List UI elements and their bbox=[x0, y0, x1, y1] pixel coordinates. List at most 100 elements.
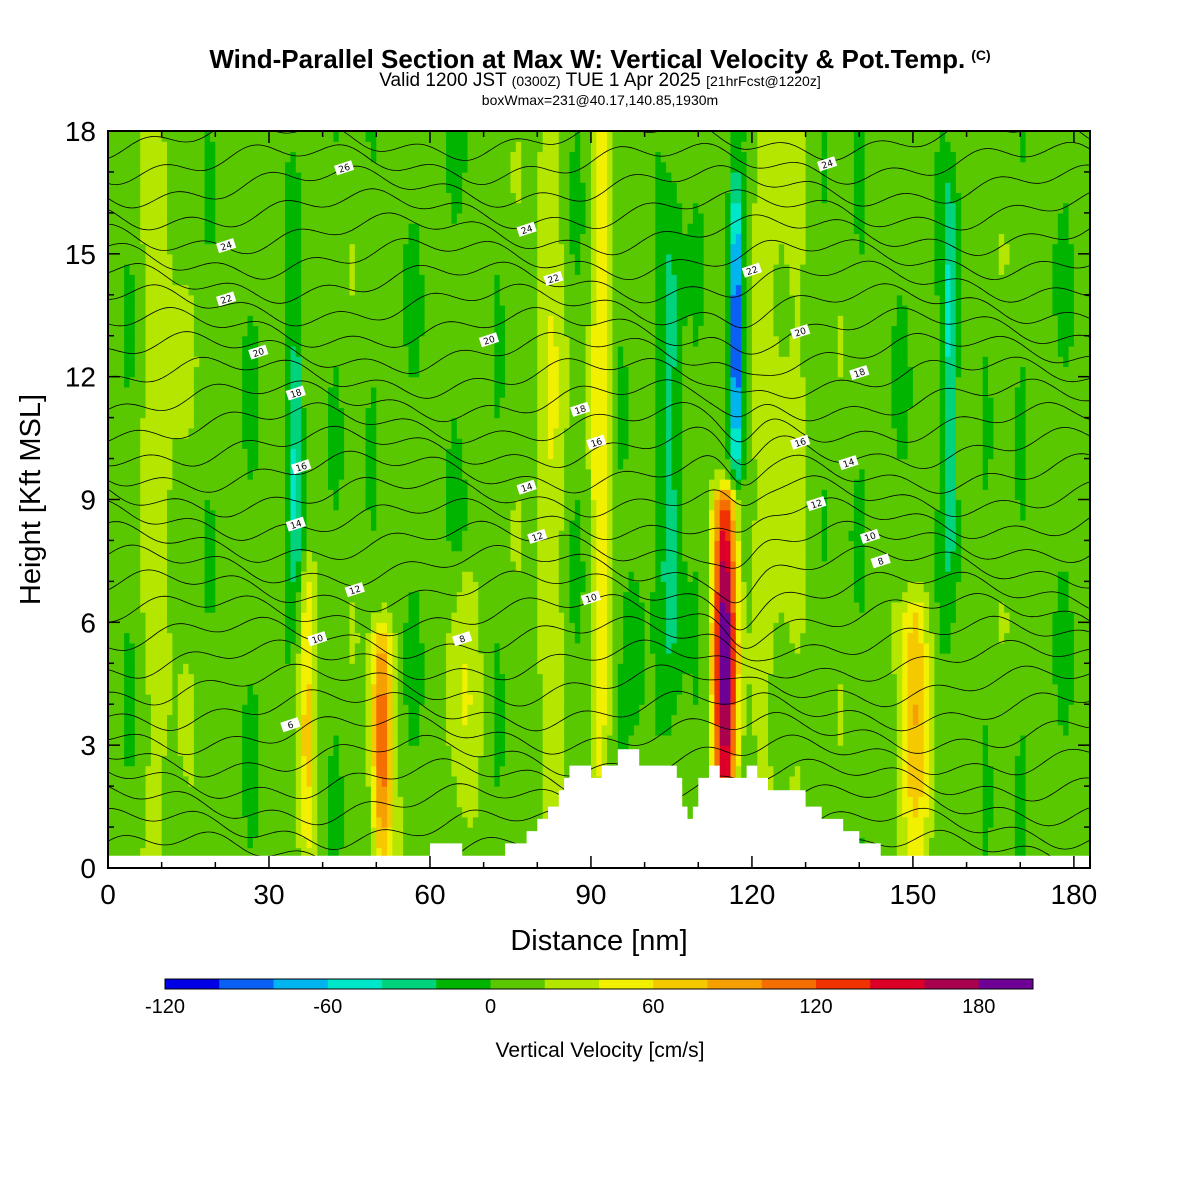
w-cell bbox=[290, 243, 297, 255]
w-cell bbox=[462, 223, 469, 234]
w-cell bbox=[199, 550, 206, 562]
w-cell bbox=[204, 489, 211, 501]
w-cell bbox=[429, 212, 436, 224]
w-cell bbox=[268, 663, 275, 675]
w-cell bbox=[328, 325, 334, 337]
w-cell bbox=[354, 315, 361, 327]
w-cell bbox=[446, 151, 453, 163]
w-cell bbox=[183, 284, 190, 296]
w-cell bbox=[252, 284, 259, 296]
w-cell bbox=[140, 448, 147, 460]
w-cell bbox=[167, 509, 173, 521]
w-cell bbox=[220, 335, 227, 347]
w-cell bbox=[472, 714, 479, 726]
w-cell bbox=[252, 243, 259, 255]
w-cell bbox=[451, 294, 458, 306]
w-cell bbox=[403, 734, 410, 746]
w-cell bbox=[306, 827, 313, 838]
w-cell bbox=[226, 663, 233, 675]
w-cell bbox=[349, 591, 356, 603]
w-cell bbox=[370, 294, 377, 306]
w-cell bbox=[124, 806, 131, 818]
w-cell bbox=[338, 560, 345, 572]
w-cell bbox=[360, 192, 367, 204]
w-cell bbox=[376, 182, 383, 194]
w-cell bbox=[172, 171, 179, 183]
w-cell bbox=[124, 632, 131, 644]
w-cell bbox=[285, 417, 292, 429]
w-cell bbox=[451, 612, 458, 623]
w-cell bbox=[360, 683, 367, 695]
w-cell bbox=[397, 192, 404, 204]
w-cell bbox=[311, 345, 318, 357]
w-cell bbox=[424, 591, 431, 603]
w-cell bbox=[467, 182, 474, 194]
w-cell bbox=[408, 745, 415, 757]
w-cell bbox=[344, 284, 351, 296]
w-cell bbox=[226, 499, 233, 511]
w-cell bbox=[156, 253, 163, 265]
w-cell bbox=[429, 673, 436, 685]
w-cell bbox=[424, 745, 431, 757]
w-cell bbox=[167, 264, 173, 275]
w-cell bbox=[279, 345, 286, 357]
w-cell bbox=[247, 632, 254, 644]
w-cell bbox=[172, 386, 179, 398]
w-cell bbox=[397, 530, 404, 542]
w-cell bbox=[161, 581, 168, 593]
w-cell bbox=[188, 724, 195, 736]
w-cell bbox=[365, 325, 372, 337]
w-cell bbox=[167, 714, 173, 726]
w-cell bbox=[252, 847, 259, 859]
w-cell bbox=[274, 816, 281, 828]
w-cell bbox=[134, 212, 141, 224]
w-cell bbox=[193, 141, 200, 153]
w-cell bbox=[268, 335, 275, 347]
w-cell bbox=[215, 693, 222, 705]
w-cell bbox=[456, 171, 463, 183]
w-cell bbox=[311, 847, 318, 859]
w-cell bbox=[167, 622, 173, 634]
w-cell bbox=[338, 253, 345, 265]
w-cell bbox=[354, 837, 361, 849]
w-cell bbox=[247, 724, 254, 736]
w-cell bbox=[317, 182, 324, 194]
w-cell bbox=[301, 397, 308, 408]
w-cell bbox=[193, 601, 200, 613]
w-cell bbox=[462, 571, 469, 582]
w-cell bbox=[177, 612, 184, 623]
w-cell bbox=[290, 448, 297, 460]
w-cell bbox=[199, 581, 206, 593]
w-cell bbox=[365, 693, 372, 705]
w-cell bbox=[349, 192, 356, 204]
w-cell bbox=[193, 714, 200, 726]
w-cell bbox=[183, 141, 190, 153]
w-cell bbox=[247, 315, 254, 327]
w-cell bbox=[161, 417, 168, 429]
w-cell bbox=[279, 366, 286, 378]
w-cell bbox=[295, 673, 302, 685]
w-cell bbox=[285, 131, 292, 142]
w-cell bbox=[429, 581, 436, 593]
w-cell bbox=[408, 243, 415, 255]
w-cell bbox=[167, 632, 173, 644]
w-cell bbox=[301, 612, 308, 623]
w-cell bbox=[451, 837, 458, 849]
w-cell bbox=[301, 448, 308, 460]
w-cell bbox=[429, 571, 436, 582]
w-cell bbox=[317, 519, 324, 531]
w-cell bbox=[177, 131, 184, 142]
w-cell bbox=[456, 417, 463, 429]
w-cell bbox=[472, 663, 479, 675]
w-cell bbox=[365, 141, 372, 153]
w-cell bbox=[167, 315, 173, 327]
w-cell bbox=[376, 519, 383, 531]
w-cell bbox=[344, 151, 351, 163]
w-cell bbox=[317, 376, 324, 388]
w-cell bbox=[188, 356, 195, 368]
w-cell bbox=[429, 591, 436, 603]
w-cell bbox=[333, 468, 340, 480]
w-cell bbox=[242, 745, 249, 757]
w-cell bbox=[279, 489, 286, 501]
w-cell bbox=[413, 499, 420, 511]
